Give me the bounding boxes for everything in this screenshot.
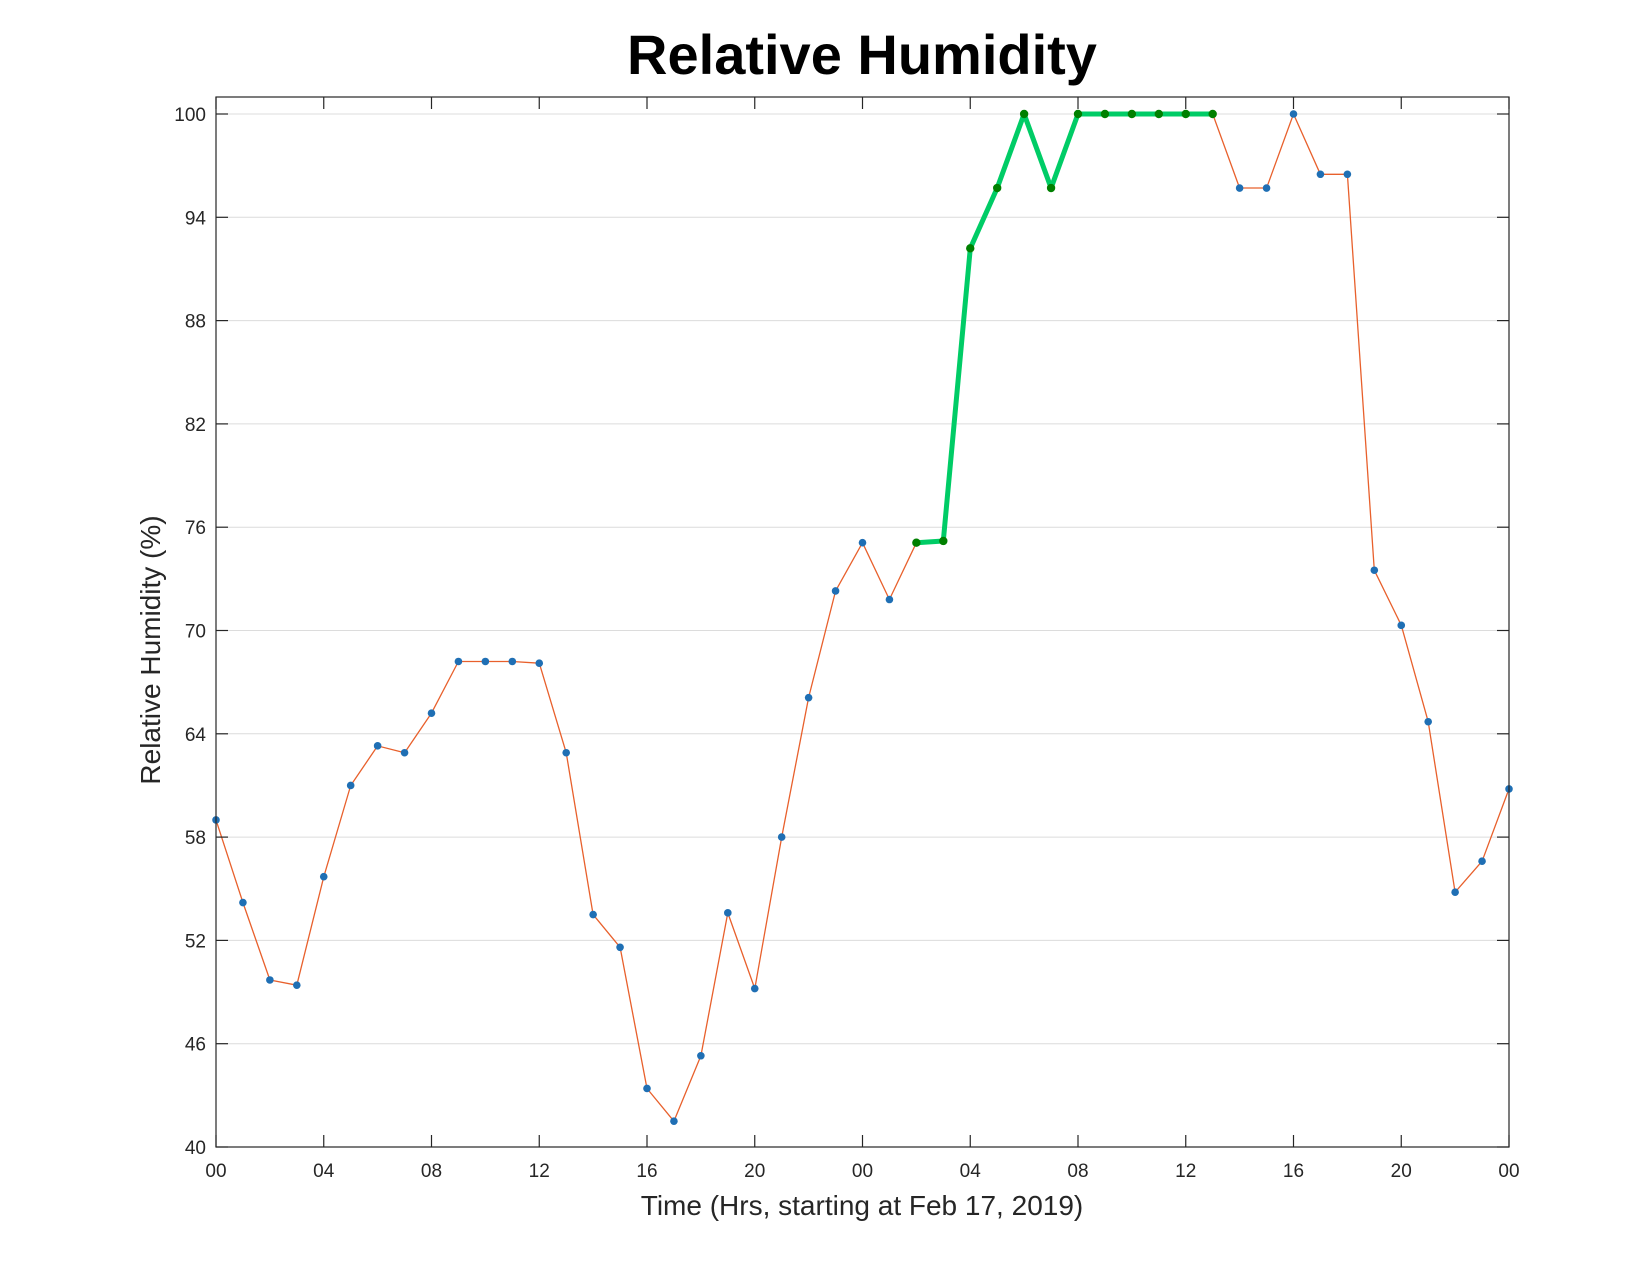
data-point [804,693,813,702]
y-axis-label: Relative Humidity (%) [135,515,166,784]
data-point [697,1051,705,1060]
data-point [1343,170,1352,179]
y-tick-label: 100 [174,105,206,126]
data-point [481,657,490,666]
x-tick-label: 16 [1283,1161,1304,1182]
data-point [589,910,597,919]
data-point [1019,109,1029,119]
data-point [1478,857,1486,866]
data-point [992,183,1002,193]
data-point [535,659,544,668]
data-point [373,742,382,750]
data-point [239,898,247,907]
data-point [966,244,975,253]
y-tick-label: 58 [185,828,206,849]
data-point [1127,109,1137,119]
y-tick-label: 70 [185,622,206,643]
data-point [1154,109,1164,119]
data-point [1370,566,1379,575]
data-point [1181,109,1190,119]
series-line-2 [916,111,1213,546]
y-tick-label: 46 [185,1035,206,1056]
data-point [562,748,570,757]
data-point [427,709,436,717]
y-tick-label: 52 [185,931,206,952]
data-point [1235,184,1244,192]
data-point [643,1084,651,1093]
data-point [885,595,894,604]
x-tick-label: 00 [852,1161,873,1182]
data-point [1424,717,1432,726]
data-point [1100,109,1110,119]
x-tick-label: 00 [205,1161,226,1182]
x-tick-label: 04 [313,1161,335,1182]
data-point [454,657,463,666]
x-tick-label: 12 [529,1161,550,1182]
x-tick-label: 08 [421,1161,442,1182]
x-tick-label: 20 [1391,1161,1412,1182]
data-point [616,943,624,952]
data-point [831,587,840,595]
y-axis-tick-labels: 40 46 52 58 64 70 76 82 88 94 100 [174,105,206,1159]
x-tick-label: 08 [1067,1161,1088,1182]
y-tick-label: 40 [185,1138,206,1159]
plot-frame [215,96,1510,1148]
data-point [1208,109,1217,119]
data-point [1397,621,1406,630]
data-point [858,538,867,547]
x-tick-label: 16 [636,1161,657,1182]
data-point [1073,109,1083,119]
axis-ticks [215,97,1510,1148]
x-tick-label: 04 [960,1161,982,1182]
data-point [777,833,786,841]
data-point [724,909,732,917]
x-axis-tick-labels: 00 04 08 12 16 20 00 04 08 12 16 20 00 [205,1161,1519,1182]
y-tick-label: 76 [185,518,206,539]
data-point [346,781,355,790]
series-lines [215,111,1510,1122]
x-axis-label: Time (Hrs, starting at Feb 17, 2019) [641,1190,1083,1221]
data-points [212,109,1513,1125]
data-point [266,976,274,984]
y-tick-label: 88 [185,312,206,333]
chart-title: Relative Humidity [627,23,1097,86]
data-point [750,984,759,993]
x-tick-label: 12 [1175,1161,1196,1182]
grid-lines [216,113,1509,1148]
data-point [1451,888,1459,896]
y-tick-label: 94 [185,208,207,229]
x-tick-label: 20 [744,1161,765,1182]
y-tick-label: 64 [185,725,207,746]
data-point [939,536,948,546]
data-point [1262,184,1271,192]
data-point [670,1117,678,1125]
data-point [1289,110,1298,118]
data-point [1046,183,1056,193]
data-point [1316,170,1325,179]
data-point [912,538,921,547]
data-point [400,748,409,757]
data-point [319,872,328,881]
data-point [293,981,301,989]
y-tick-label: 82 [185,415,206,436]
x-tick-label: 00 [1498,1161,1519,1182]
series-line-1 [215,113,1510,1122]
data-point [508,657,517,666]
